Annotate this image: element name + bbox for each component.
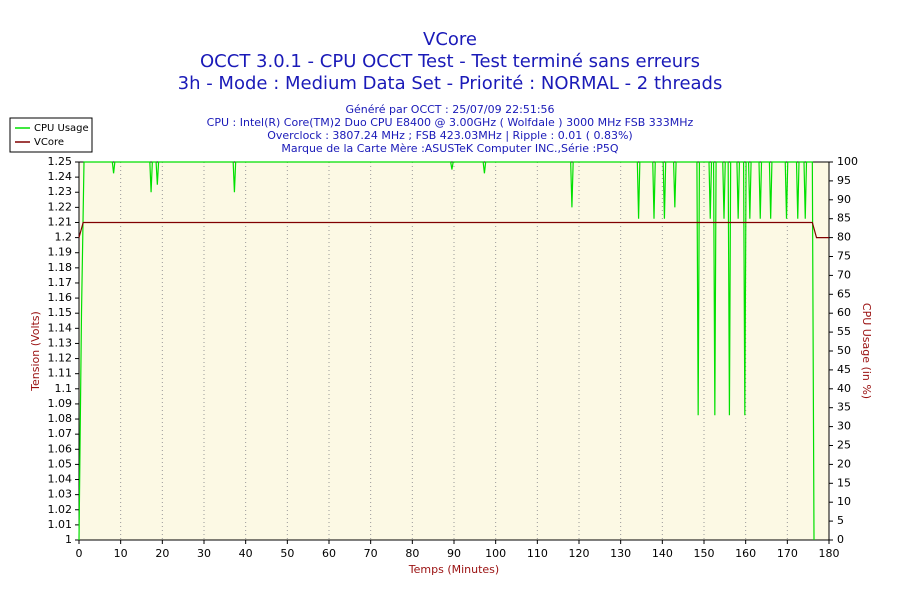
note: CPU : Intel(R) Core(TM)2 Duo CPU E8400 @… bbox=[207, 116, 694, 129]
y-tick-label: 1.21 bbox=[48, 215, 73, 228]
x-tick-label: 30 bbox=[197, 547, 211, 560]
y2-axis-label: CPU Usage (in %) bbox=[860, 303, 873, 399]
y2-tick-label: 55 bbox=[837, 325, 851, 338]
x-tick-label: 100 bbox=[485, 547, 506, 560]
x-tick-label: 80 bbox=[405, 547, 419, 560]
y2-tick-label: 20 bbox=[837, 457, 851, 470]
x-tick-label: 40 bbox=[239, 547, 253, 560]
y-tick-label: 1.25 bbox=[48, 155, 73, 168]
y-tick-label: 1.13 bbox=[48, 336, 73, 349]
y-tick-label: 1.18 bbox=[48, 261, 73, 274]
y-tick-label: 1.07 bbox=[48, 427, 73, 440]
x-tick-label: 50 bbox=[280, 547, 294, 560]
x-tick-label: 180 bbox=[819, 547, 840, 560]
x-axis-label: Temps (Minutes) bbox=[408, 563, 499, 576]
y2-tick-label: 80 bbox=[837, 231, 851, 244]
x-tick-label: 110 bbox=[527, 547, 548, 560]
y2-tick-label: 30 bbox=[837, 420, 851, 433]
chart-title: VCore bbox=[423, 29, 477, 50]
x-tick-label: 120 bbox=[569, 547, 590, 560]
note: Overclock : 3807.24 MHz ; FSB 423.03MHz … bbox=[267, 129, 632, 142]
x-tick-label: 130 bbox=[610, 547, 631, 560]
note: Généré par OCCT : 25/07/09 22:51:56 bbox=[345, 103, 554, 116]
x-tick-label: 90 bbox=[447, 547, 461, 560]
y-tick-label: 1.05 bbox=[48, 457, 73, 470]
subtitle: OCCT 3.0.1 - CPU OCCT Test - Test termin… bbox=[200, 51, 700, 72]
x-tick-label: 70 bbox=[364, 547, 378, 560]
y-axis-label: Tension (Volts) bbox=[29, 311, 42, 392]
y2-tick-label: 5 bbox=[837, 514, 844, 527]
y2-tick-label: 85 bbox=[837, 212, 851, 225]
y-tick-label: 1.22 bbox=[48, 200, 73, 213]
legend-label: CPU Usage bbox=[34, 123, 89, 134]
series-line bbox=[78, 221, 829, 239]
y-tick-label: 1.02 bbox=[48, 503, 73, 516]
y-tick-label: 1.23 bbox=[48, 185, 73, 198]
y2-tick-label: 45 bbox=[837, 363, 851, 376]
y2-tick-label: 95 bbox=[837, 174, 851, 187]
legend-box bbox=[9, 117, 93, 153]
y2-tick-label: 40 bbox=[837, 382, 851, 395]
y-tick-label: 1.08 bbox=[48, 412, 73, 425]
x-tick-label: 170 bbox=[777, 547, 798, 560]
y2-tick-label: 70 bbox=[837, 268, 851, 281]
y-tick-label: 1.2 bbox=[55, 231, 73, 244]
y-tick-label: 1.03 bbox=[48, 488, 73, 501]
y2-tick-label: 60 bbox=[837, 306, 851, 319]
y-tick-label: 1.1 bbox=[55, 382, 73, 395]
x-tick-label: 140 bbox=[652, 547, 673, 560]
subtitle: 3h - Mode : Medium Data Set - Priorité :… bbox=[178, 73, 723, 94]
y2-tick-label: 75 bbox=[837, 250, 851, 263]
series-line bbox=[78, 161, 815, 541]
y2-tick-label: 35 bbox=[837, 401, 851, 414]
x-tick-label: 20 bbox=[155, 547, 169, 560]
y2-tick-label: 15 bbox=[837, 476, 851, 489]
y-tick-label: 1.12 bbox=[48, 352, 73, 365]
y-tick-label: 1 bbox=[65, 533, 72, 546]
y-tick-label: 1.09 bbox=[48, 397, 73, 410]
y-tick-label: 1.06 bbox=[48, 442, 73, 455]
y-tick-label: 1.24 bbox=[48, 170, 73, 183]
y2-tick-label: 0 bbox=[837, 533, 844, 546]
y2-tick-label: 90 bbox=[837, 193, 851, 206]
y-tick-label: 1.11 bbox=[48, 367, 73, 380]
x-tick-label: 160 bbox=[735, 547, 756, 560]
x-tick-label: 0 bbox=[76, 547, 83, 560]
y-tick-label: 1.16 bbox=[48, 291, 73, 304]
y-tick-label: 1.01 bbox=[48, 518, 73, 531]
legend-label: VCore bbox=[34, 137, 64, 148]
x-tick-label: 150 bbox=[694, 547, 715, 560]
y-tick-label: 1.15 bbox=[48, 306, 73, 319]
y2-tick-label: 65 bbox=[837, 287, 851, 300]
y-tick-label: 1.17 bbox=[48, 276, 73, 289]
y-tick-label: 1.19 bbox=[48, 246, 73, 259]
note: Marque de la Carte Mère :ASUSTeK Compute… bbox=[281, 142, 618, 155]
x-tick-label: 60 bbox=[322, 547, 336, 560]
y-tick-label: 1.04 bbox=[48, 473, 73, 486]
y2-tick-label: 10 bbox=[837, 495, 851, 508]
y2-tick-label: 25 bbox=[837, 439, 851, 452]
y-tick-label: 1.14 bbox=[48, 321, 73, 334]
y2-tick-label: 50 bbox=[837, 344, 851, 357]
x-tick-label: 10 bbox=[114, 547, 128, 560]
y2-tick-label: 100 bbox=[837, 155, 858, 168]
